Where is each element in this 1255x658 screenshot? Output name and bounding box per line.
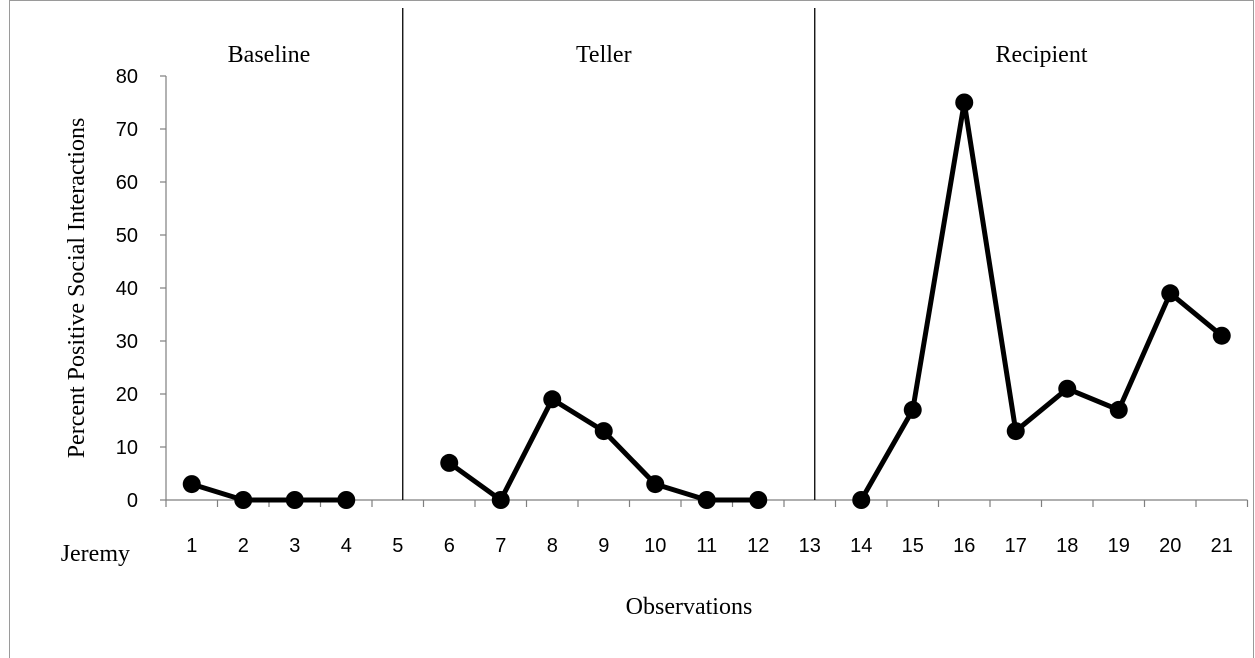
data-point — [337, 491, 356, 509]
data-point — [491, 491, 510, 509]
y-tick-label: 0 — [127, 490, 138, 512]
data-point — [1006, 422, 1025, 441]
x-tick-label: 15 — [902, 535, 924, 557]
data-point — [749, 491, 768, 509]
phase-label: Baseline — [228, 42, 311, 68]
series-line — [859, 100, 1224, 502]
x-tick-label: 6 — [444, 535, 455, 557]
x-tick-label: 19 — [1108, 535, 1130, 557]
x-tick-label: 2 — [238, 535, 249, 557]
data-point — [903, 400, 922, 419]
y-axis-title: Percent Positive Social Interactions — [64, 118, 90, 459]
phase-label: Recipient — [996, 42, 1088, 68]
x-tick-label: 1 — [186, 535, 197, 557]
y-tick-label: 80 — [116, 66, 138, 88]
data-point — [1161, 284, 1180, 303]
x-tick-label: 21 — [1211, 535, 1233, 557]
y-tick-label: 40 — [116, 278, 138, 300]
phase-label: Teller — [576, 42, 632, 68]
data-point — [1212, 326, 1231, 345]
phase-labels: Baseline Teller Recipient — [228, 42, 1088, 68]
x-tick-label: 5 — [392, 535, 403, 557]
data-point — [955, 93, 974, 112]
participant-label: Jeremy — [61, 541, 130, 567]
y-tick-label: 60 — [116, 172, 138, 194]
x-tick-label: 8 — [547, 535, 558, 557]
data-point — [594, 422, 613, 441]
x-tick-label: 18 — [1056, 535, 1078, 557]
x-axis-title: Observations — [626, 594, 753, 620]
data-point — [543, 390, 562, 409]
x-tick-label: 11 — [696, 535, 717, 557]
y-tick-label: 30 — [116, 331, 138, 353]
series-line — [447, 396, 759, 503]
data-point — [234, 491, 253, 509]
data-point — [440, 453, 459, 472]
y-tick-label: 50 — [116, 225, 138, 247]
x-tick-label: 7 — [495, 535, 506, 557]
figure-border — [9, 0, 1254, 658]
x-tick-label: 13 — [799, 535, 821, 557]
series-line — [191, 481, 347, 503]
data-point — [697, 491, 716, 509]
x-tick-label: 20 — [1159, 535, 1181, 557]
x-tick-label: 3 — [289, 535, 300, 557]
data-point — [182, 475, 201, 494]
x-tick-label: 9 — [598, 535, 609, 557]
y-tick-label: 20 — [116, 384, 138, 406]
data-point — [1109, 400, 1128, 419]
x-tick-label: 16 — [953, 535, 975, 557]
data-series — [182, 93, 1231, 509]
x-tick-label: 17 — [1005, 535, 1027, 557]
data-point — [1058, 379, 1077, 398]
y-tick-label: 70 — [116, 119, 138, 141]
data-point — [852, 491, 871, 509]
x-tick-label: 4 — [341, 535, 352, 557]
x-tick-label: 14 — [850, 535, 872, 557]
x-tick-label: 10 — [644, 535, 666, 557]
data-point — [285, 491, 304, 509]
x-tick-label: 12 — [747, 535, 769, 557]
y-tick-label: 10 — [116, 437, 138, 459]
data-point — [646, 475, 665, 494]
phase-change-lines — [402, 8, 816, 500]
